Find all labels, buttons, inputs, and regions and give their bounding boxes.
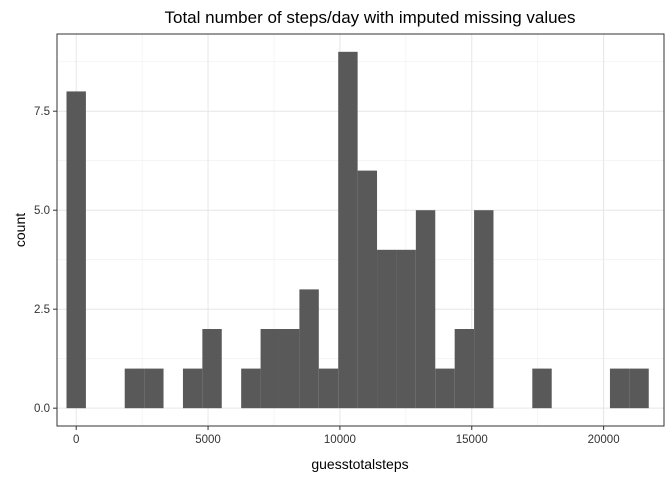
y-axis-title: count [12,213,28,247]
histogram-bar [357,170,378,409]
x-tick-label: 5000 [195,434,221,446]
y-tick-label: 0.0 [34,403,50,415]
x-axis-title: guesstotalsteps [311,456,408,472]
bars-group [66,51,649,409]
histogram-bar [474,210,494,409]
histogram-bar [299,289,319,409]
panel-border [56,33,665,427]
y-tick-label: 5.0 [34,205,50,217]
histogram-bar [377,249,397,409]
histogram-bar [124,368,145,409]
histogram-bar [144,368,164,409]
histogram-bar [279,328,300,409]
histogram-bar [338,51,358,409]
histogram-bar [415,210,436,409]
x-tick-label: 0 [73,434,79,446]
histogram-bar [66,91,86,409]
y-axis-ticks: 0.0 2.5 5.0 7.5 [34,106,57,415]
histogram-bar [318,368,339,409]
y-tick-label: 7.5 [34,106,50,118]
x-tick-label: 10000 [324,434,356,446]
y-tick-label: 2.5 [34,304,50,316]
histogram-bar [260,328,280,409]
histogram-bar [396,249,416,409]
histogram-bar [435,368,455,409]
histogram-bar [454,328,475,409]
histogram-bar [182,368,203,409]
x-tick-label: 15000 [456,434,488,446]
histogram-bar [241,368,261,409]
histogram-bar [629,368,649,409]
histogram-bar [202,328,222,409]
chart-title: Total number of steps/day with imputed m… [164,8,575,27]
histogram-bar [532,368,552,409]
x-axis-ticks: 0 5000 10000 15000 20000 [73,426,620,446]
histogram-bar [609,368,630,409]
x-tick-label: 20000 [588,434,620,446]
